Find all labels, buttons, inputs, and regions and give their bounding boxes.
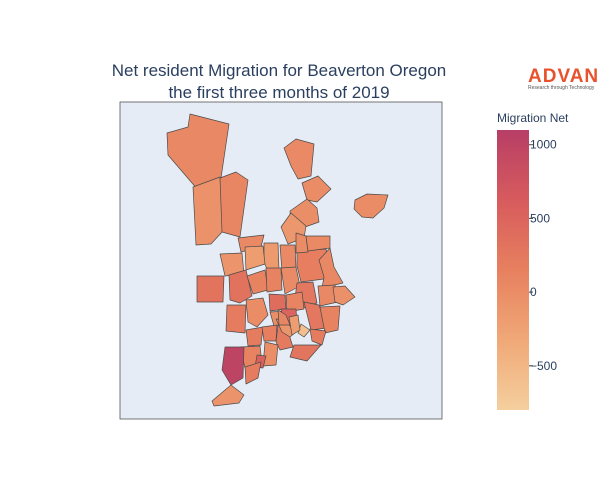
tract-12[interactable]	[295, 232, 309, 254]
tract-41[interactable]	[262, 341, 279, 367]
tract-28[interactable]	[285, 291, 305, 313]
colorbar-tick-label-1: 1000	[530, 138, 557, 152]
tract-5[interactable]	[192, 176, 224, 246]
tract-2[interactable]	[283, 138, 315, 180]
chart-title-line-2: the first three months of 2019	[168, 83, 389, 102]
tract-33[interactable]	[245, 326, 264, 347]
chart-title-line-1: Net resident Migration for Beaverton Ore…	[112, 61, 447, 80]
colorbar	[497, 130, 529, 410]
tract-26[interactable]	[245, 297, 269, 328]
tract-15[interactable]	[244, 245, 266, 271]
census-tracts	[166, 113, 389, 407]
tract-21[interactable]	[265, 267, 283, 293]
tract-39[interactable]	[309, 328, 327, 346]
colorbar-title: Migration Net	[497, 111, 569, 125]
tract-1[interactable]	[166, 113, 230, 191]
advan-logo-tagline: Research through Technology	[528, 85, 595, 91]
tract-32[interactable]	[225, 304, 247, 334]
tract-18[interactable]	[196, 275, 225, 303]
tract-46[interactable]	[211, 384, 245, 407]
tract-4[interactable]	[353, 193, 389, 219]
tract-40[interactable]	[289, 344, 322, 362]
tract-25[interactable]	[332, 285, 356, 306]
colorbar-tick-label-2: 500	[530, 211, 550, 225]
tract-19[interactable]	[228, 269, 253, 304]
tract-35[interactable]	[261, 324, 278, 342]
tract-48[interactable]	[288, 314, 301, 336]
tract-6[interactable]	[219, 171, 249, 238]
tract-3[interactable]	[301, 175, 332, 203]
colorbar-ticks: 1000 500 0 −500	[529, 138, 557, 373]
colorbar-tick-label-3: 0	[530, 285, 537, 299]
tract-45[interactable]	[244, 361, 262, 385]
tract-44[interactable]	[221, 346, 245, 386]
colorbar-tick-label-4: −500	[530, 359, 557, 373]
tract-13[interactable]	[305, 235, 331, 252]
tract-27[interactable]	[268, 293, 287, 312]
advan-logo-text: ADVAN	[528, 66, 599, 87]
tract-31[interactable]	[319, 305, 341, 334]
